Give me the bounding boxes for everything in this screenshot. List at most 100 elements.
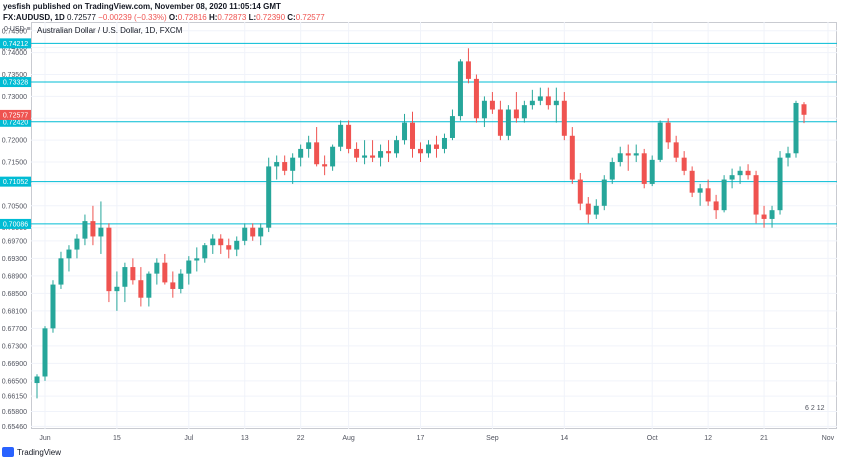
x-tick-label: 22 [297,435,305,442]
level-label-bg [0,77,31,88]
candle-body [322,164,328,167]
candle-body [497,109,503,136]
candle-body [34,376,40,384]
candle-body [649,159,655,184]
candle-body [250,227,256,237]
candle-body [178,273,184,289]
candle-body [633,153,639,156]
candle-body [282,162,288,171]
candle-body [82,221,88,239]
open-value: 0.72816 [177,13,207,22]
candle-body [577,179,583,204]
x-tick-label: 14 [560,435,568,442]
candle-body [457,61,463,117]
candle-body [521,105,527,119]
candle-body [130,267,136,281]
x-tick-label: 13 [241,435,249,442]
candle-body [418,148,423,154]
candle-body [561,100,567,136]
candle-body [410,122,416,149]
footer[interactable]: TradingView [2,447,61,457]
low-label: L: [248,13,257,22]
candle-body [338,124,344,147]
candle-body [266,166,272,228]
candle-body [569,135,575,180]
candle-body [441,137,447,149]
candle-body [665,122,671,143]
y-tick-label: 0.74100 [2,45,27,52]
last-price-label-bg [0,109,31,120]
brand-name: TradingView [17,447,62,457]
candle-body [689,170,695,193]
candle-body [346,124,352,149]
level-label: 0.72420 [3,119,28,126]
candle-body [753,175,759,215]
publish-info: yesfish published on TradingView.com, No… [3,2,281,11]
candle-body [362,155,368,158]
y-tick-label: 0.66150 [2,394,27,401]
level-label-bg [0,116,31,127]
candle-body [330,146,336,167]
candle-body [721,179,727,211]
candle-body [162,262,168,283]
candle-body [425,144,431,154]
event-markers[interactable]: 6 2 12 [805,405,825,412]
candle-body [370,155,376,158]
y-tick-label: 0.65460 [2,424,27,431]
candle-body [386,151,392,154]
candle-body [394,140,400,154]
candle-body [609,162,615,180]
x-tick-label: Sep [486,435,499,442]
candle-body [705,188,711,202]
tradingview-logo-icon [2,447,14,457]
level-label: 0.71052 [3,179,28,186]
currency-label[interactable]: 0 USD ≡ [4,26,31,33]
candle-body [170,282,176,289]
chart-frame [31,22,837,429]
candle-body [122,267,128,287]
level-label: 0.73328 [3,80,28,87]
candle-body [593,205,599,215]
y-tick-label: 0.68900 [2,273,27,280]
candle-body [601,179,607,206]
chart-header: yesfish published on TradingView.com, No… [3,1,325,23]
candle-body [785,153,791,158]
event-count-2: 2 [810,405,815,412]
candle-body [729,175,735,180]
candle-body [545,96,551,106]
candle-body [66,249,72,259]
candle-body [138,280,144,298]
candle-body [553,100,559,106]
series-title: Australian Dollar / U.S. Dollar, 1D, FXC… [37,26,183,35]
candle-body [745,170,751,176]
event-count-3: 12 [816,405,825,412]
y-tick-label: 0.67700 [2,326,27,333]
candle-body [210,238,216,246]
candle-body [697,188,703,193]
candle-body [617,153,623,163]
candle-body [354,148,360,158]
candle-body [489,100,495,110]
high-label: H: [208,13,218,22]
candle-body [106,227,112,292]
candle-body [154,262,160,274]
candle-body [513,109,519,119]
candle-body [585,203,591,215]
level-label-bg [0,176,31,187]
y-tick-label: 0.66500 [2,378,27,385]
level-label: 0.74212 [3,41,28,48]
candle-body [226,245,232,250]
close-label: C: [287,13,296,22]
last-price: 0.72577 [67,13,96,22]
candle-body [641,153,647,184]
event-count-1: 6 [805,405,809,412]
candle-body [793,102,799,154]
y-tick-label: 0.69700 [2,238,27,245]
x-tick-label: Oct [647,435,658,442]
x-tick-label: 15 [113,435,121,442]
candle-body [234,240,240,250]
y-tick-label: 0.72000 [2,138,27,145]
y-tick-label: 0.66900 [2,361,27,368]
y-tick-label: 0.65800 [2,409,27,416]
